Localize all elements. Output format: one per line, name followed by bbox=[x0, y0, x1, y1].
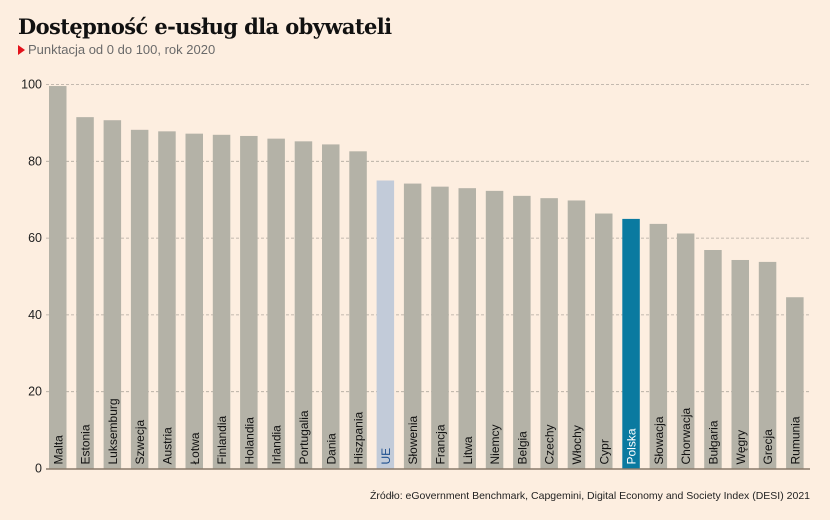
category-label: Słowenia bbox=[406, 415, 420, 464]
y-tick-label: 80 bbox=[28, 154, 42, 168]
category-label: Włochy bbox=[570, 425, 584, 464]
bar-rumunia bbox=[786, 297, 804, 469]
bar-czechy bbox=[540, 198, 558, 469]
bar-bułgaria bbox=[704, 250, 722, 469]
bar-słowacja bbox=[649, 223, 668, 469]
bar-francja bbox=[431, 186, 449, 469]
category-label: Belgia bbox=[515, 431, 529, 465]
bar-włochy bbox=[567, 200, 586, 469]
category-label: Malta bbox=[51, 435, 65, 465]
bar-portugalia bbox=[294, 141, 313, 469]
y-axis-ticks: 0 20 40 60 80 100 bbox=[21, 78, 42, 476]
bar-grecja bbox=[758, 261, 777, 469]
bars bbox=[49, 86, 804, 469]
category-label: Cypr bbox=[597, 439, 611, 464]
category-labels: Malta Estonia Luksemburg Szwecja Austria Łotw… bbox=[51, 398, 802, 464]
category-label: Polska bbox=[625, 428, 639, 464]
source-note: Źródło: eGovernment Benchmark, Capgemini… bbox=[369, 490, 810, 502]
category-label: UE bbox=[379, 448, 393, 465]
y-tick-label: 60 bbox=[28, 231, 42, 245]
bar-węgry bbox=[731, 259, 749, 469]
category-label: Irlandia bbox=[270, 425, 284, 465]
bar-szwecja bbox=[130, 129, 149, 469]
category-label: Luksemburg bbox=[106, 398, 120, 464]
bar-chorwacja bbox=[676, 233, 695, 469]
category-label: Dania bbox=[324, 433, 338, 465]
bar-austria bbox=[158, 131, 176, 469]
category-label: Szwecja bbox=[133, 419, 147, 464]
category-label: Litwa bbox=[461, 436, 475, 464]
category-label: Chorwacja bbox=[679, 407, 693, 464]
category-label: Hiszpania bbox=[352, 411, 366, 464]
category-label: Niemcy bbox=[488, 424, 502, 464]
bar-luksemburg bbox=[103, 120, 122, 469]
y-tick-label: 0 bbox=[35, 462, 42, 476]
bar-litwa bbox=[458, 188, 476, 469]
category-label: Łotwa bbox=[188, 432, 202, 464]
bar-słowenia bbox=[403, 183, 422, 469]
chart-subtitle: Punktacja od 0 do 100, rok 2020 bbox=[18, 42, 215, 57]
category-label: Węgry bbox=[734, 430, 748, 465]
bar-ue bbox=[376, 180, 395, 469]
category-label: Rumunia bbox=[788, 416, 802, 464]
bar-niemcy bbox=[485, 190, 504, 469]
category-label: Austria bbox=[160, 427, 174, 465]
category-label: Portugalia bbox=[297, 410, 311, 464]
category-label: Holandia bbox=[242, 417, 256, 465]
bar-estonia bbox=[76, 117, 94, 469]
category-label: Bułgaria bbox=[706, 420, 720, 464]
y-tick-label: 100 bbox=[21, 78, 42, 92]
bar-holandia bbox=[240, 135, 258, 469]
category-label: Finlandia bbox=[215, 415, 229, 464]
red-triangle-icon bbox=[18, 44, 25, 55]
category-label: Czechy bbox=[543, 424, 557, 464]
bar-polska bbox=[622, 218, 640, 469]
bar-hiszpania bbox=[349, 151, 367, 469]
bar-łotwa bbox=[185, 133, 203, 469]
y-tick-label: 20 bbox=[28, 385, 42, 399]
category-label: Słowacja bbox=[652, 416, 666, 464]
subtitle-text: Punktacja od 0 do 100, rok 2020 bbox=[28, 42, 216, 57]
category-label: Grecja bbox=[761, 429, 775, 465]
chart-title: Dostępność e-usług dla obywateli bbox=[18, 14, 392, 39]
category-label: Francja bbox=[433, 424, 447, 464]
bar-cypr bbox=[595, 213, 613, 469]
bar-malta bbox=[49, 86, 67, 469]
bar-belgia bbox=[513, 195, 531, 469]
category-label: Estonia bbox=[79, 424, 93, 464]
y-tick-label: 40 bbox=[28, 308, 42, 322]
bar-dania bbox=[322, 144, 340, 469]
bar-irlandia bbox=[267, 138, 285, 469]
bar-finlandia bbox=[212, 134, 231, 469]
